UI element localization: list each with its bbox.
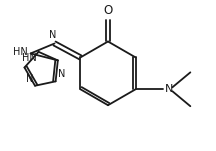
Text: N: N [164, 84, 173, 94]
Text: O: O [103, 4, 113, 17]
Text: N: N [49, 31, 56, 40]
Text: HN: HN [22, 53, 37, 63]
Text: N: N [58, 69, 65, 79]
Text: N: N [26, 74, 33, 84]
Text: HN: HN [13, 47, 28, 57]
